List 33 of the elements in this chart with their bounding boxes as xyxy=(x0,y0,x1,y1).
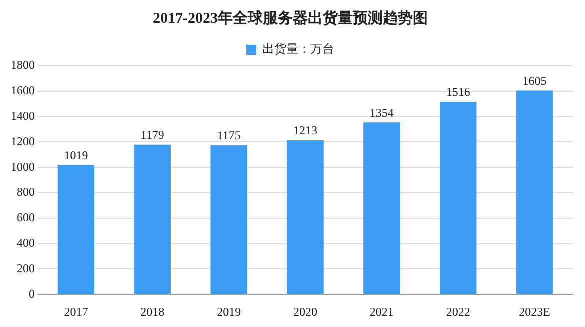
y-tick-label: 0 xyxy=(29,286,35,301)
x-tick-label: 2018 xyxy=(140,304,165,319)
y-tick-label: 1000 xyxy=(11,160,35,174)
y-tick-label: 800 xyxy=(17,185,35,200)
x-tick-label: 2019 xyxy=(217,304,242,319)
y-tick-label: 600 xyxy=(17,210,35,225)
y-tick-label: 1200 xyxy=(11,134,35,148)
bar xyxy=(287,140,324,294)
x-tick-label: 2020 xyxy=(294,304,318,319)
data-label: 1019 xyxy=(64,148,88,162)
data-label: 1354 xyxy=(370,106,394,120)
y-tick-label: 1800 xyxy=(11,58,35,72)
bar xyxy=(440,102,477,294)
data-label: 1605 xyxy=(522,74,547,88)
y-tick-label: 1600 xyxy=(11,84,35,98)
chart-title: 2017-2023年全球服务器出货量预测趋势图 xyxy=(153,10,428,27)
data-label: 1175 xyxy=(217,128,241,143)
y-tick-label: 200 xyxy=(17,261,35,276)
data-label: 1516 xyxy=(446,85,470,100)
x-tick-label: 2022 xyxy=(446,304,470,319)
data-label: 1213 xyxy=(294,124,318,138)
bar xyxy=(210,145,248,294)
x-tick-label: 2023E xyxy=(519,304,550,319)
bar xyxy=(134,144,171,294)
y-tick-label: 400 xyxy=(17,236,35,250)
bar xyxy=(364,122,400,294)
data-label: 1179 xyxy=(140,128,164,142)
x-tick-label: 2021 xyxy=(370,304,394,319)
y-tick-label: 1400 xyxy=(11,108,35,123)
bar xyxy=(58,165,95,294)
bar xyxy=(516,90,554,294)
x-tick-label: 2017 xyxy=(64,304,88,319)
legend-label: 出货量：万台 xyxy=(262,42,334,56)
